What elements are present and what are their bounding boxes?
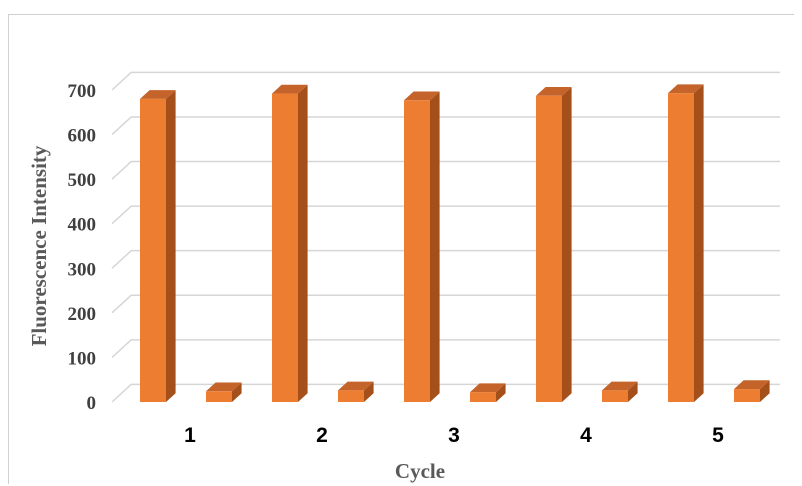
bar-cycle-4-series-1 [536, 86, 572, 403]
chart-frame [8, 14, 794, 484]
bar-side [562, 86, 572, 402]
y-tick-labels: 0 100 200 300 400 500 600 700 [68, 81, 97, 414]
bar-top [404, 91, 440, 101]
bar-top [602, 381, 638, 391]
bar-top [140, 90, 176, 99]
y-tick-label: 100 [68, 348, 97, 369]
x-tick-label: 4 [580, 424, 592, 447]
x-tick-label: 1 [184, 424, 196, 447]
bar-cycle-3-series-1 [404, 91, 440, 403]
bar-cycle-5-series-2 [734, 380, 770, 402]
bar-top [470, 383, 506, 393]
y-tick-label: 0 [87, 393, 97, 414]
bars [140, 84, 770, 403]
bar-front [470, 392, 496, 402]
bar-front [272, 93, 298, 403]
bar-top [272, 84, 308, 94]
x-tick-labels: 1 2 3 4 5 [184, 424, 724, 447]
y-tick-label: 700 [68, 81, 97, 102]
bar-side [496, 383, 506, 402]
y-tick-label: 400 [68, 215, 97, 236]
x-tick-label: 3 [448, 424, 460, 447]
bar-front [734, 389, 760, 402]
bar-front [206, 391, 232, 402]
bar-top [668, 84, 704, 94]
bar-cycle-5-series-1 [668, 84, 704, 403]
x-axis-title: Cycle [395, 459, 445, 483]
y-tick-label: 200 [68, 304, 97, 325]
y-axis-title: Fluorescence Intensity [27, 145, 51, 346]
bar-front [668, 93, 694, 403]
x-tick-label: 2 [316, 424, 328, 447]
bar-front [140, 98, 166, 403]
bar-cycle-2-series-1 [272, 84, 308, 403]
bar-front [536, 95, 562, 403]
bar-front [602, 390, 628, 402]
x-tick-label: 5 [712, 424, 724, 447]
bar-side [364, 381, 374, 402]
bar-top [206, 382, 242, 392]
bar-top [338, 381, 374, 391]
bar-side [166, 90, 176, 402]
y-tick-label: 300 [68, 259, 97, 280]
y-tick-label: 500 [68, 170, 97, 191]
bar-top [536, 86, 572, 96]
bar-cycle-2-series-2 [338, 381, 374, 402]
bar-side [232, 382, 242, 402]
y-tick-label: 600 [68, 126, 97, 147]
bar-side [430, 91, 440, 403]
bar-side [760, 380, 770, 402]
bar-side [694, 84, 704, 402]
bar-front [338, 390, 364, 402]
bar-top [734, 380, 770, 390]
bar-cycle-3-series-2 [470, 383, 506, 402]
bar-front [404, 100, 430, 402]
bar-cycle-4-series-2 [602, 381, 638, 402]
gridline [111, 71, 780, 91]
bar-side [298, 84, 308, 402]
bar-cycle-1-series-1 [140, 90, 176, 403]
bar-side [628, 381, 638, 402]
bar-cycle-1-series-2 [206, 382, 242, 402]
